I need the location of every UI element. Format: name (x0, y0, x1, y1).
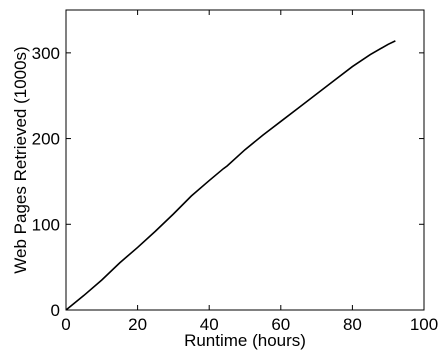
x-tick-label: 20 (128, 315, 147, 334)
y-tick-label: 300 (32, 44, 60, 63)
y-tick-label: 0 (51, 301, 60, 320)
x-axis-label: Runtime (hours) (184, 331, 306, 350)
y-tick-label: 100 (32, 215, 60, 234)
y-axis-ticks: 0 100 200 300 (32, 44, 424, 320)
x-tick-label: 60 (271, 315, 290, 334)
series-line (65, 40, 396, 311)
y-axis-label: Web Pages Retrieved (1000s) (11, 46, 30, 273)
x-axis-ticks: 0 20 40 60 80 100 (61, 10, 438, 334)
x-tick-label: 80 (343, 315, 362, 334)
x-tick-label: 100 (410, 315, 438, 334)
plot-area (65, 9, 425, 311)
y-tick-label: 200 (32, 130, 60, 149)
x-tick-label: 40 (200, 315, 219, 334)
x-tick-label: 0 (61, 315, 70, 334)
